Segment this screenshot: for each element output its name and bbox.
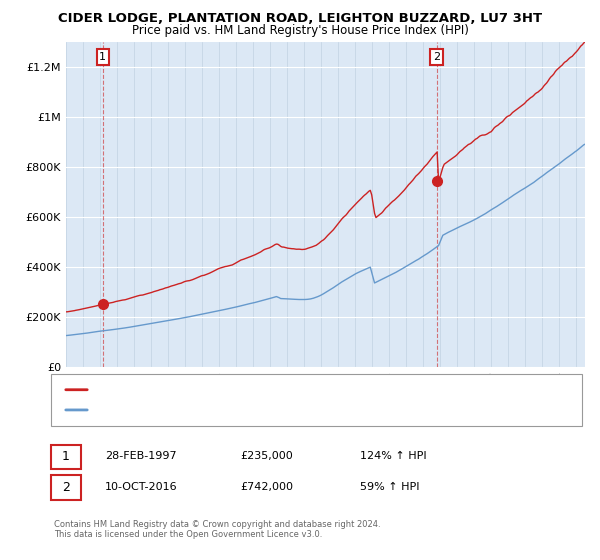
Text: 124% ↑ HPI: 124% ↑ HPI [360,451,427,461]
Text: 1: 1 [99,52,106,62]
Text: £742,000: £742,000 [240,482,293,492]
Text: Price paid vs. HM Land Registry's House Price Index (HPI): Price paid vs. HM Land Registry's House … [131,24,469,36]
Text: Contains HM Land Registry data © Crown copyright and database right 2024.
This d: Contains HM Land Registry data © Crown c… [54,520,380,539]
Text: £235,000: £235,000 [240,451,293,461]
Text: 2: 2 [433,52,440,62]
Text: 10-OCT-2016: 10-OCT-2016 [105,482,178,492]
Text: 28-FEB-1997: 28-FEB-1997 [105,451,176,461]
Text: CIDER LODGE, PLANTATION ROAD, LEIGHTON BUZZARD, LU7 3HT: CIDER LODGE, PLANTATION ROAD, LEIGHTON B… [58,12,542,25]
Text: CIDER LODGE, PLANTATION ROAD, LEIGHTON BUZZARD, LU7 3HT (detached house): CIDER LODGE, PLANTATION ROAD, LEIGHTON B… [97,385,493,394]
Text: HPI: Average price, detached house, Central Bedfordshire: HPI: Average price, detached house, Cent… [97,405,371,414]
Text: 59% ↑ HPI: 59% ↑ HPI [360,482,419,492]
Text: 1: 1 [62,450,70,463]
Text: 2: 2 [62,480,70,494]
